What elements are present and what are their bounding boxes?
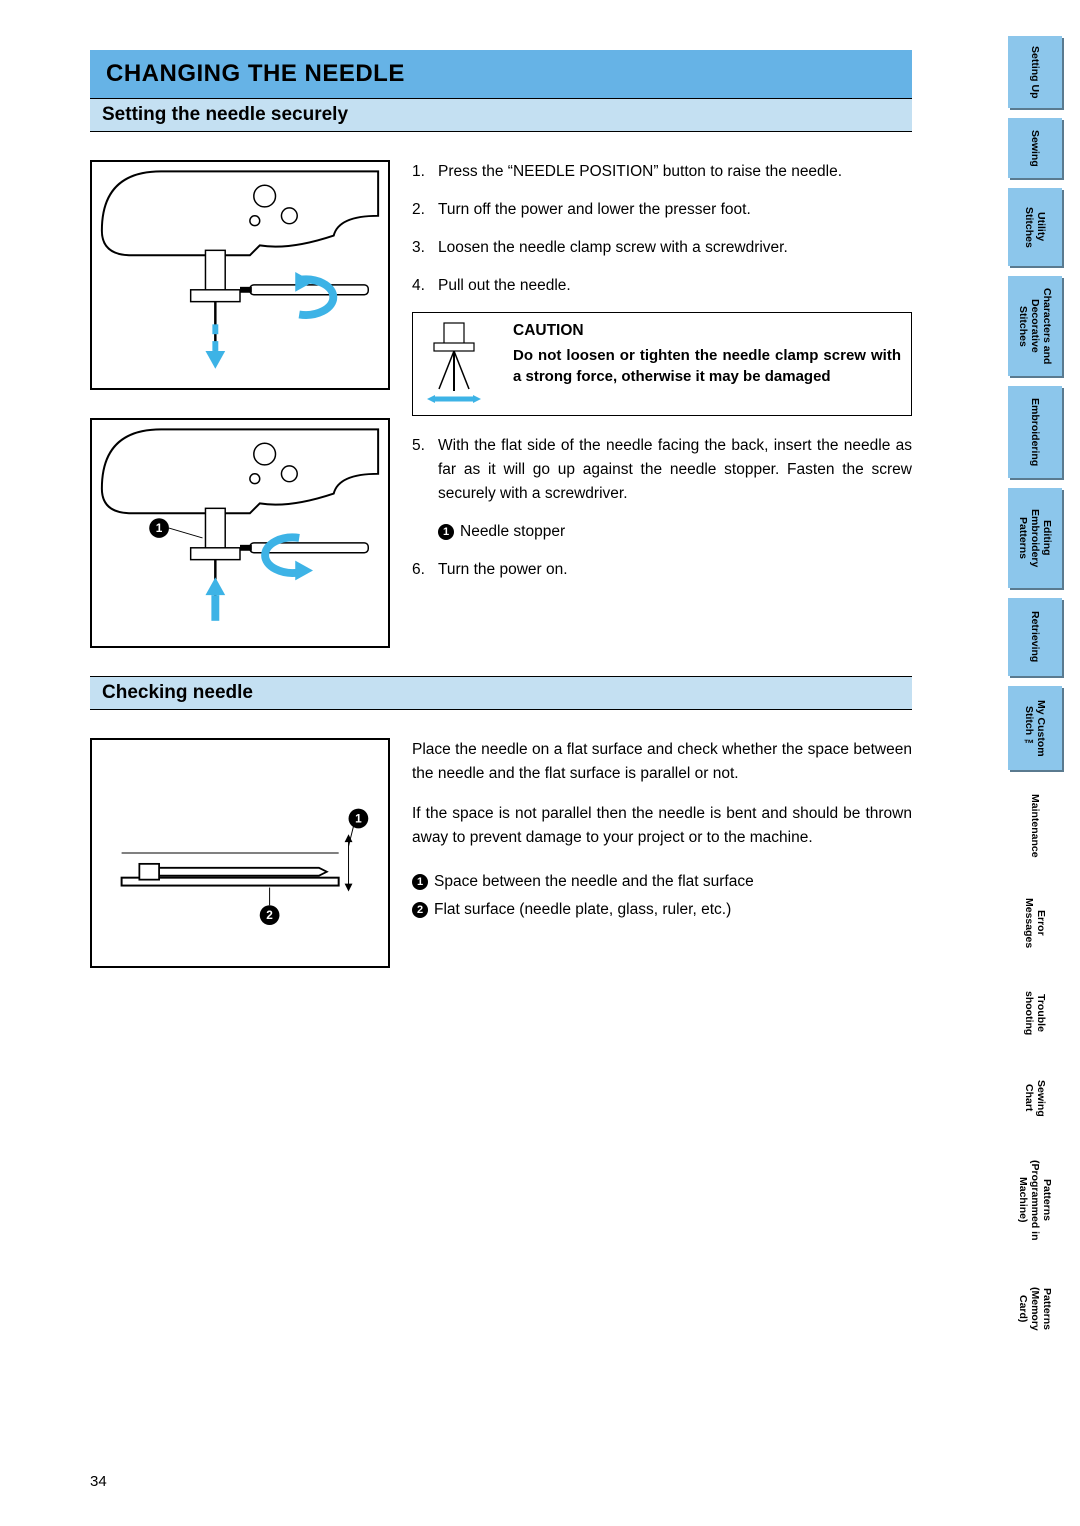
side-tab[interactable]: Maintenance	[1008, 780, 1062, 872]
caution-box: CAUTION Do not loosen or tighten the nee…	[412, 312, 912, 416]
caution-label: CAUTION	[513, 319, 901, 343]
page-title: CHANGING THE NEEDLE	[90, 50, 912, 98]
step-1: Press the “NEEDLE POSITION” button to ra…	[412, 160, 912, 184]
svg-text:1: 1	[355, 811, 362, 825]
legend-space: 1Space between the needle and the flat s…	[412, 870, 912, 894]
side-tab[interactable]: Editing Embroidery Patterns	[1008, 488, 1062, 588]
caution-figure	[419, 319, 499, 409]
side-tab[interactable]: Patterns (Memory Card)	[1008, 1266, 1062, 1352]
side-tab[interactable]: Characters and Decorative Stitches	[1008, 276, 1062, 376]
step-5: With the flat side of the needle facing …	[412, 434, 912, 506]
svg-text:2: 2	[266, 908, 273, 922]
circled-1-icon: 1	[412, 874, 428, 890]
step-3: Loosen the needle clamp screw with a scr…	[412, 236, 912, 260]
svg-text:1: 1	[156, 521, 163, 535]
side-tab[interactable]: Retrieving	[1008, 598, 1062, 676]
legend-flat-surface: 2Flat surface (needle plate, glass, rule…	[412, 898, 912, 922]
legend-needle-stopper: 1Needle stopper	[412, 520, 912, 544]
check-paragraph-1: Place the needle on a flat surface and c…	[412, 738, 912, 786]
figure-check-needle: 1 2	[90, 738, 390, 968]
side-tab-strip: Setting Up Sewing Utility Stitches Characte…	[1008, 36, 1062, 1352]
side-tab[interactable]: Embroidering	[1008, 386, 1062, 478]
page-number: 34	[90, 1473, 107, 1490]
figure-loosen-needle	[90, 160, 390, 390]
side-tab[interactable]: Patterns (Programmed in Machine)	[1008, 1144, 1062, 1256]
side-tab[interactable]: Setting Up	[1008, 36, 1062, 108]
circled-2-icon: 2	[412, 902, 428, 918]
side-tab[interactable]: Sewing	[1008, 118, 1062, 178]
figure-insert-needle: 1	[90, 418, 390, 648]
side-tab[interactable]: Error Messages	[1008, 882, 1062, 964]
circled-1-icon: 1	[438, 524, 454, 540]
step-6: Turn the power on.	[412, 558, 912, 582]
side-tab[interactable]: Trouble shooting	[1008, 974, 1062, 1052]
step-4: Pull out the needle.	[412, 274, 912, 298]
side-tab[interactable]: Utility Stitches	[1008, 188, 1062, 266]
check-paragraph-2: If the space is not parallel then the ne…	[412, 802, 912, 850]
subtitle-setting-needle: Setting the needle securely	[90, 98, 912, 132]
side-tab[interactable]: Sewing Chart	[1008, 1062, 1062, 1134]
step-2: Turn off the power and lower the presser…	[412, 198, 912, 222]
caution-text: Do not loosen or tighten the needle clam…	[513, 345, 901, 387]
side-tab[interactable]: My Custom Stitch ™	[1008, 686, 1062, 770]
subtitle-checking-needle: Checking needle	[90, 676, 912, 710]
